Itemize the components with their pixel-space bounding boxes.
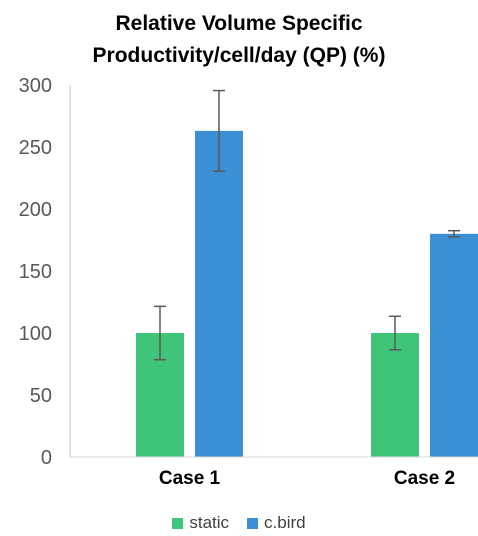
bar-chart: 0 50 100 150 200 250 300 Case 1 Case 2 — [19, 75, 478, 489]
legend-swatch-static — [172, 517, 184, 529]
legend-item-cbird: c.bird — [247, 513, 306, 533]
y-tick-label-50: 50 — [30, 385, 52, 407]
legend-label-static: static — [189, 513, 230, 532]
bar-static-case-2 — [371, 333, 419, 457]
bar-c-bird-case-2 — [430, 233, 478, 457]
y-tick-label-250: 250 — [19, 137, 52, 159]
y-tick-label-100: 100 — [19, 323, 52, 345]
bar-c-bird-case-1 — [195, 130, 243, 457]
legend: static c.bird — [0, 513, 478, 533]
y-tick-label-300: 300 — [19, 75, 52, 97]
legend-item-static: static — [172, 513, 229, 533]
y-tick-label-150: 150 — [19, 261, 52, 283]
x-category-label-case-2: Case 2 — [394, 468, 455, 489]
chart-title-line-2: Productivity/cell/day (QP) (%) — [92, 44, 386, 67]
y-tick-label-200: 200 — [19, 199, 52, 221]
chart-title-line-1: Relative Volume Specific — [115, 12, 363, 35]
legend-label-cbird: c.bird — [264, 513, 306, 532]
y-tick-label-0: 0 — [41, 447, 52, 469]
x-category-label-case-1: Case 1 — [159, 468, 221, 489]
legend-swatch-cbird — [247, 517, 259, 529]
